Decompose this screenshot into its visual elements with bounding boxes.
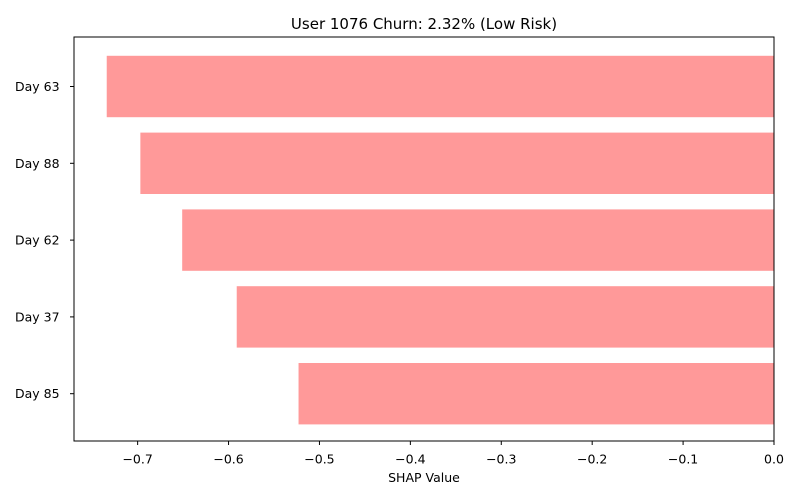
x-tick-label: −0.5 (304, 452, 334, 467)
x-tick-label: 0.0 (764, 452, 784, 467)
y-tick-label: Day 62 (15, 233, 60, 248)
bar-day-88 (140, 132, 774, 194)
x-tick-label: −0.3 (486, 452, 516, 467)
bar-day-37 (236, 286, 774, 348)
y-tick-label: Day 85 (15, 386, 60, 401)
y-axis-ticks: Day 63 Day 88 Day 62 Day 37 Day 85 (15, 79, 74, 401)
chart-title: User 1076 Churn: 2.32% (Low Risk) (291, 15, 557, 33)
x-tick-label: −0.2 (577, 452, 607, 467)
plot-frame (73, 36, 775, 442)
bar-day-62 (182, 209, 774, 271)
x-tick-label: −0.7 (122, 452, 152, 467)
y-tick-label: Day 88 (15, 156, 60, 171)
x-tick-label: −0.4 (395, 452, 425, 467)
y-tick-label: Day 63 (15, 79, 60, 94)
bar-day-63 (106, 55, 774, 118)
bars-group (106, 55, 774, 425)
x-axis-label: SHAP Value (388, 470, 460, 485)
y-tick-label: Day 37 (15, 309, 60, 324)
x-tick-label: −0.1 (668, 452, 698, 467)
x-tick-label: −0.6 (213, 452, 243, 467)
x-axis-ticks: −0.7 −0.6 −0.5 −0.4 −0.3 −0.2 −0.1 0.0 (122, 441, 784, 467)
bar-day-85 (298, 363, 774, 425)
